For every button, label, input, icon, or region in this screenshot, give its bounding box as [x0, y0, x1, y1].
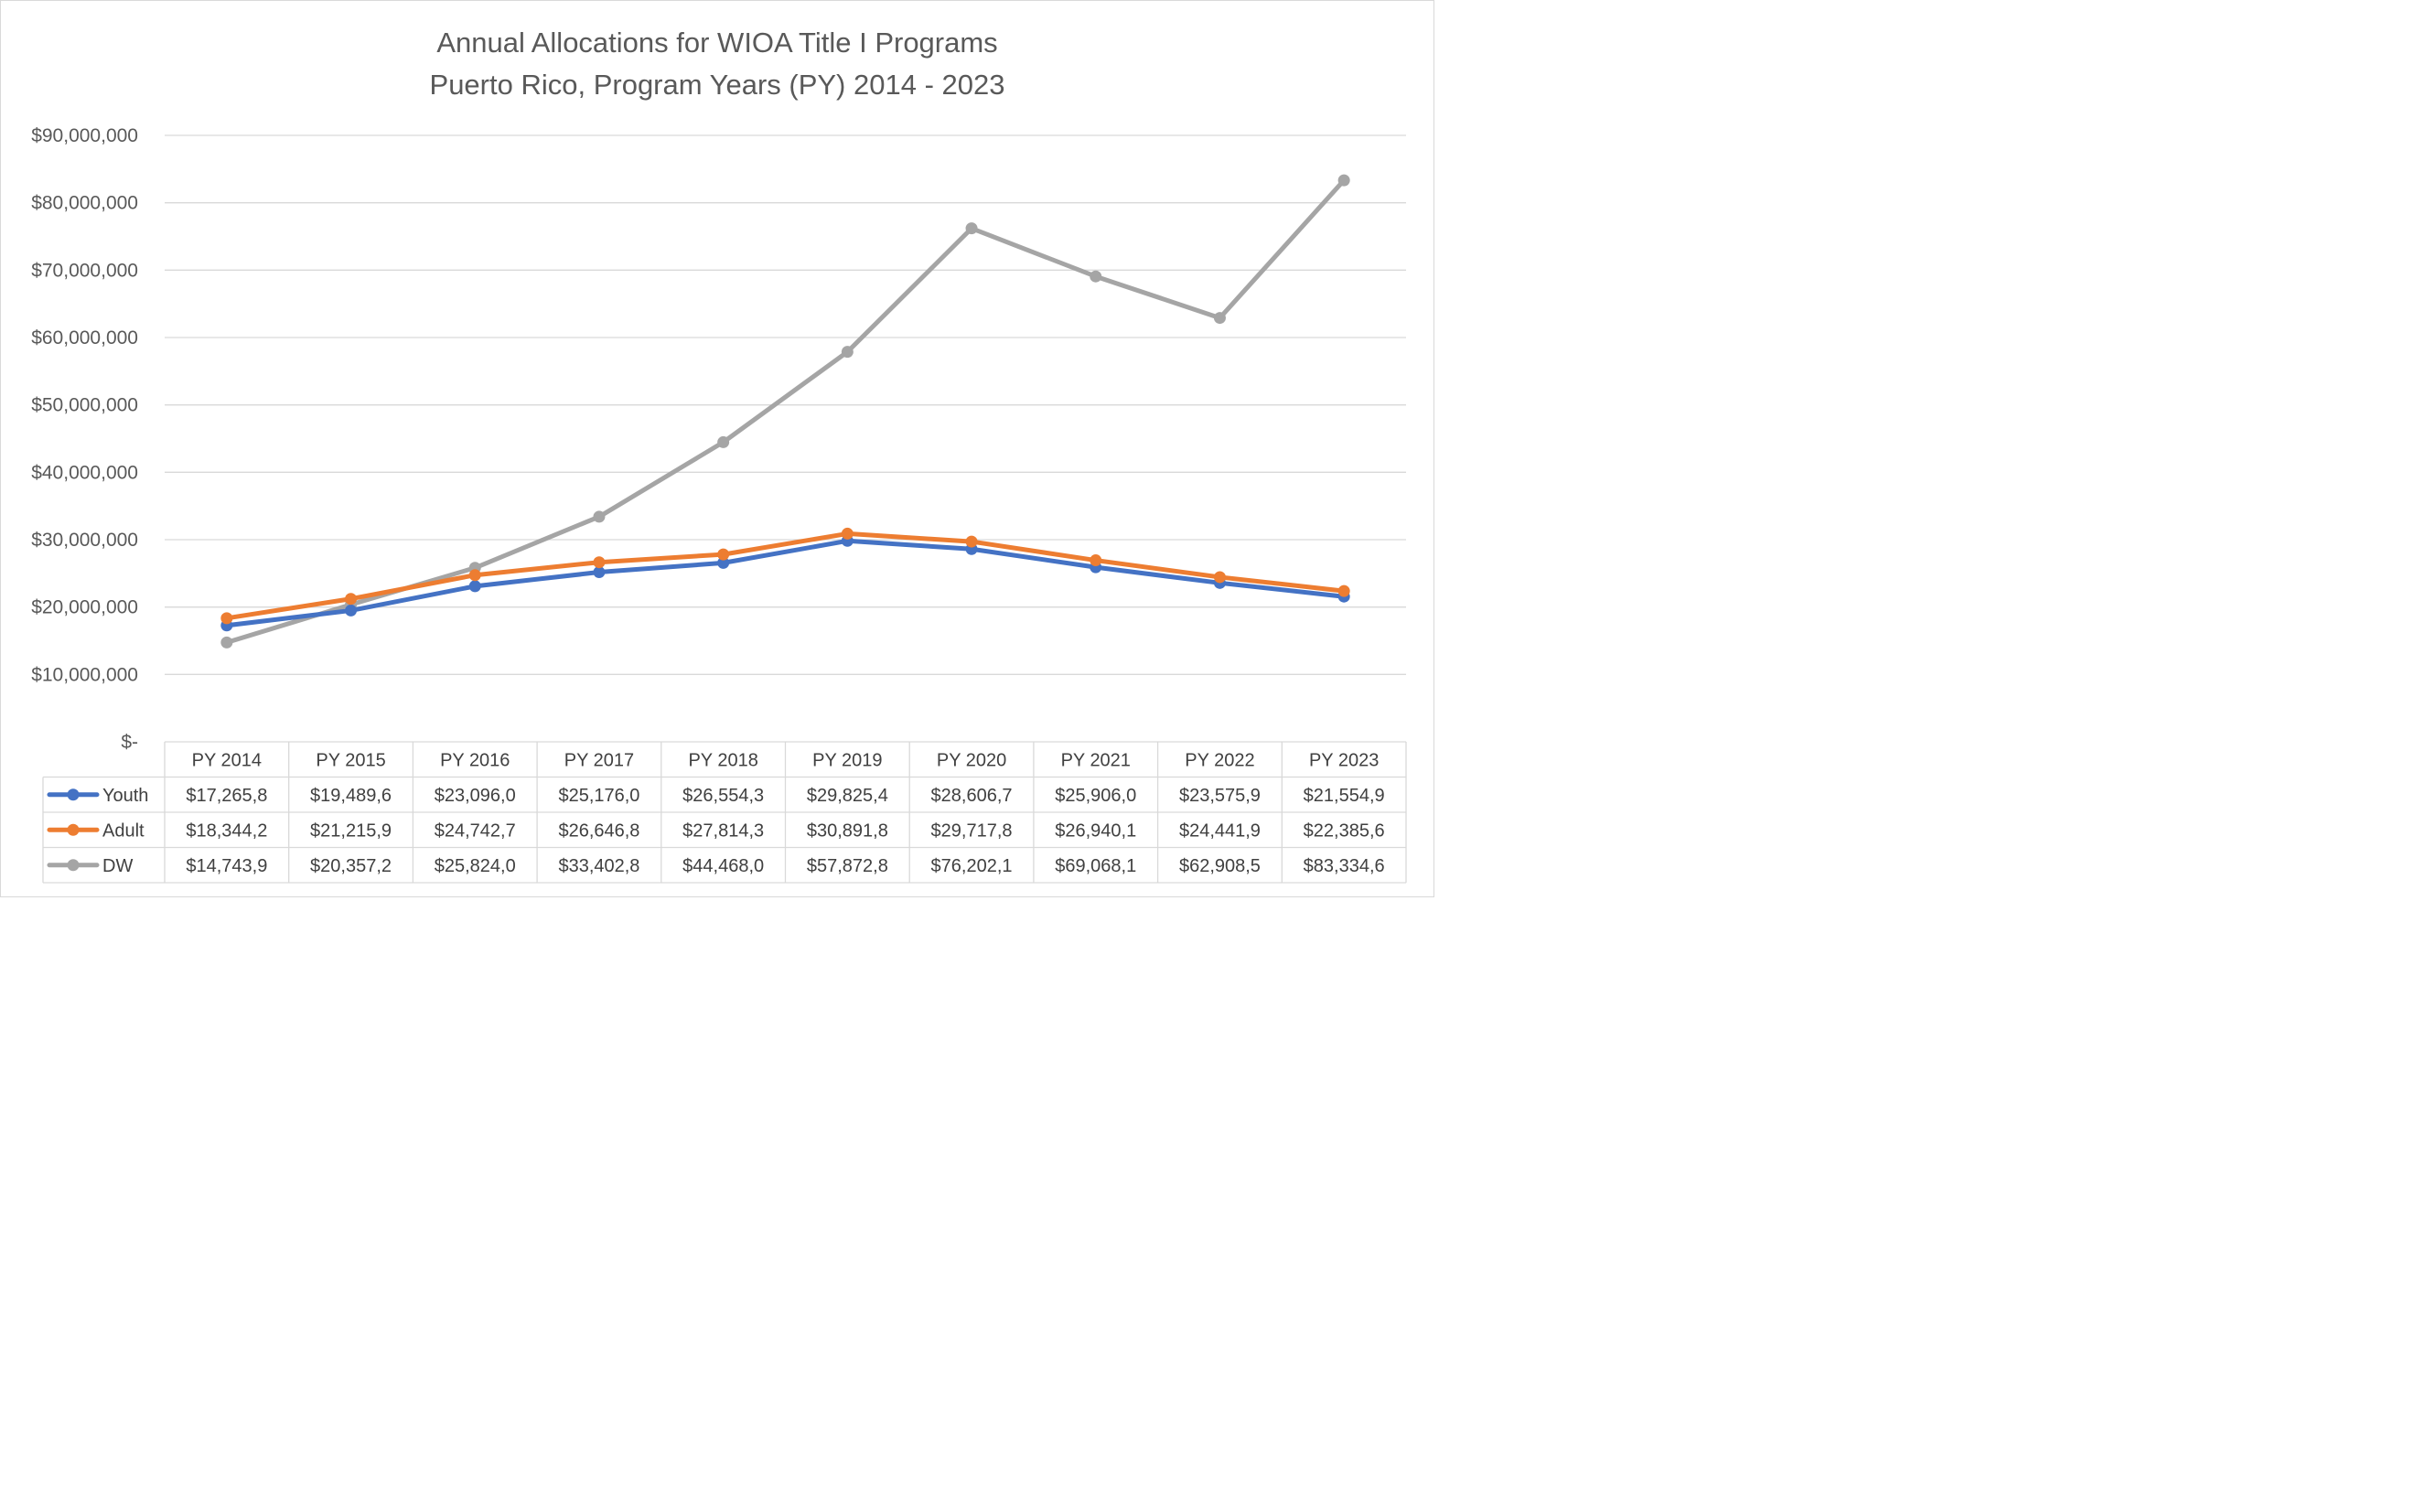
data-point-dw: [593, 510, 606, 523]
y-tick-label: $20,000,000: [31, 597, 138, 618]
data-point-dw: [220, 636, 233, 649]
table-cell: $22,385,6: [1304, 820, 1385, 841]
legend-marker-dw: [67, 859, 80, 872]
table-cell: $19,489,6: [310, 786, 392, 806]
table-cell: $23,096,0: [435, 786, 516, 806]
table-cell: $21,554,9: [1304, 786, 1385, 806]
y-tick-label: $70,000,000: [31, 260, 138, 281]
table-cell: $30,891,8: [807, 820, 888, 841]
x-category-label: PY 2017: [564, 750, 634, 770]
table-cell: $33,402,8: [558, 856, 639, 876]
table-cell: $29,825,4: [807, 786, 888, 806]
table-cell: $18,344,2: [186, 820, 267, 841]
table-cell: $24,441,9: [1179, 820, 1261, 841]
legend-label-dw: DW: [102, 856, 133, 876]
table-cell: $25,176,0: [558, 786, 639, 806]
series-lines: [220, 174, 1350, 649]
table-cell: $25,824,0: [435, 856, 516, 876]
x-category-label: PY 2018: [688, 750, 757, 770]
data-point-dw: [1337, 174, 1350, 187]
line-chart: Annual Allocations for WIOA Title I Prog…: [0, 0, 1434, 897]
x-category-label: PY 2020: [937, 750, 1006, 770]
chart-subtitle: Puerto Rico, Program Years (PY) 2014 - 2…: [430, 69, 1005, 101]
data-point-adult: [965, 535, 978, 548]
data-point-adult: [1213, 571, 1226, 584]
table-cell: $62,908,5: [1179, 856, 1261, 876]
table-cell: $69,068,1: [1055, 856, 1136, 876]
data-point-adult: [1090, 554, 1102, 567]
series-line-youth: [224, 538, 1347, 628]
y-tick-label: $50,000,000: [31, 395, 138, 416]
y-tick-label: $30,000,000: [31, 530, 138, 551]
x-category-label: PY 2019: [812, 750, 882, 770]
table-cell: $27,814,3: [682, 820, 764, 841]
chart-container: Annual Allocations for WIOA Title I Prog…: [0, 0, 1434, 897]
data-point-adult: [841, 527, 854, 540]
data-point-youth: [593, 566, 606, 579]
x-category-label: PY 2015: [316, 750, 385, 770]
data-point-dw: [1213, 312, 1226, 325]
table-cell: $76,202,1: [931, 856, 1013, 876]
data-point-adult: [220, 612, 233, 625]
data-point-adult: [468, 569, 481, 582]
data-point-dw: [841, 346, 854, 359]
chart-title: Annual Allocations for WIOA Title I Prog…: [436, 27, 997, 59]
y-tick-label: $60,000,000: [31, 327, 138, 349]
data-point-youth: [345, 604, 358, 617]
table-cell: $25,906,0: [1055, 786, 1136, 806]
table-cell: $20,357,2: [310, 856, 392, 876]
series-line-adult: [224, 531, 1347, 621]
x-category-label: PY 2014: [192, 750, 262, 770]
data-point-adult: [593, 556, 606, 569]
table-cell: $23,575,9: [1179, 786, 1261, 806]
table-cell: $29,717,8: [931, 820, 1013, 841]
data-point-youth: [468, 580, 481, 593]
y-tick-label: $40,000,000: [31, 462, 138, 483]
table-cell: $26,940,1: [1055, 820, 1136, 841]
legend-label-adult: Adult: [102, 820, 145, 841]
table-cell: $17,265,8: [186, 786, 267, 806]
y-tick-label: $-: [121, 732, 138, 753]
y-tick-label: $90,000,000: [31, 125, 138, 146]
table-cell: $21,215,9: [310, 820, 392, 841]
legend-marker-adult: [67, 823, 80, 836]
x-category-label: PY 2022: [1185, 750, 1254, 770]
legend-marker-youth: [67, 788, 80, 801]
table-cell: $57,872,8: [807, 856, 888, 876]
data-point-adult: [717, 548, 730, 561]
y-tick-label: $80,000,000: [31, 193, 138, 214]
legend-label-youth: Youth: [102, 786, 148, 806]
table-cell: $44,468,0: [682, 856, 764, 876]
y-axis-tick-labels: $- $10,000,000 $20,000,000 $30,000,000 $40,0…: [31, 125, 138, 753]
x-category-label: PY 2021: [1061, 750, 1131, 770]
table-cell: $24,742,7: [435, 820, 516, 841]
table-cell: $26,554,3: [682, 786, 764, 806]
data-point-adult: [1337, 584, 1350, 597]
y-tick-label: $10,000,000: [31, 664, 138, 685]
data-point-adult: [345, 593, 358, 606]
data-point-dw: [717, 435, 730, 448]
x-category-label: PY 2023: [1309, 750, 1379, 770]
table-cell: $26,646,8: [558, 820, 639, 841]
table-cell: $14,743,9: [186, 856, 267, 876]
data-point-youth: [717, 556, 730, 569]
table-cell: $28,606,7: [931, 786, 1013, 806]
data-point-dw: [965, 222, 978, 235]
data-table: PY 2014 PY 2015 PY 2016 PY 2017 PY 2018 PY 20…: [42, 741, 1407, 884]
table-cell: $83,334,6: [1304, 856, 1385, 876]
x-category-label: PY 2016: [440, 750, 510, 770]
data-point-dw: [1090, 270, 1102, 283]
